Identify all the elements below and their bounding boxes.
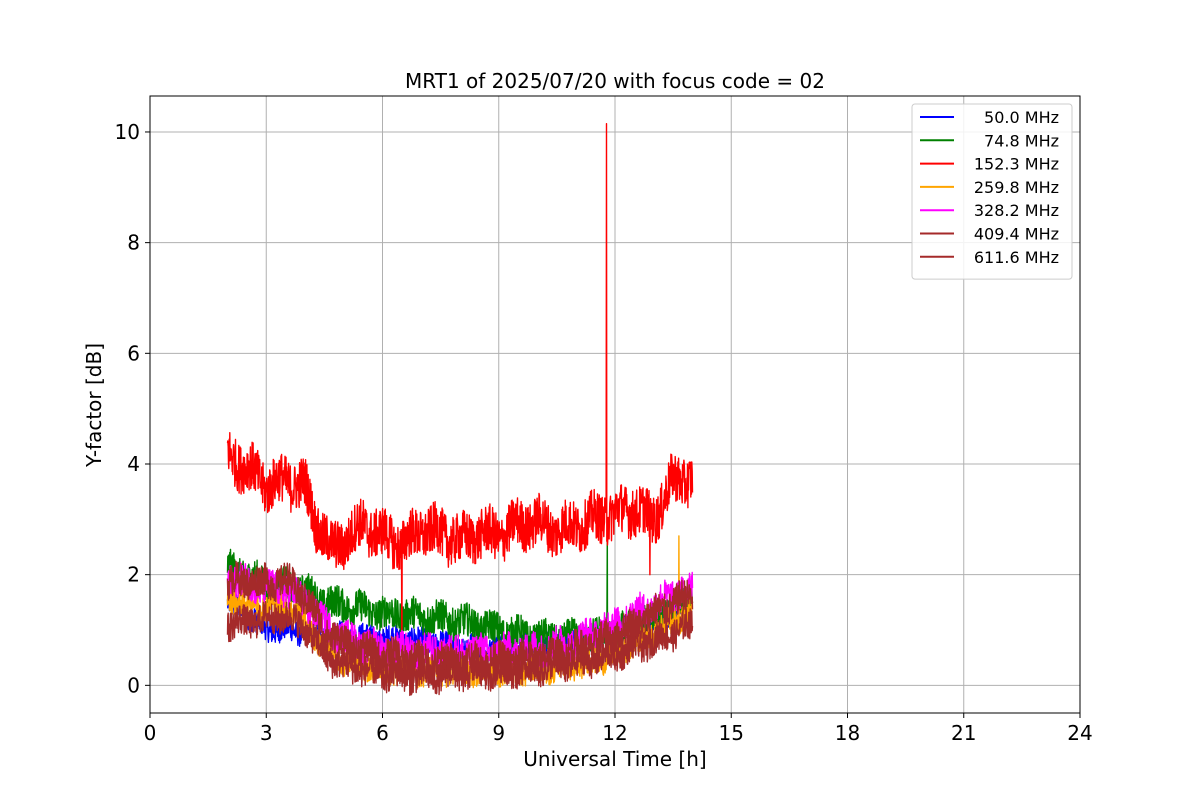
y-tick-label: 2 (127, 563, 140, 587)
x-tick-label: 3 (260, 721, 273, 745)
x-tick-label: 9 (492, 721, 505, 745)
x-tick-label: 6 (376, 721, 389, 745)
chart-title: MRT1 of 2025/07/20 with focus code = 02 (405, 69, 825, 93)
y-tick-label: 4 (127, 452, 140, 476)
series-line (226, 123, 694, 653)
legend-label: 259.8 MHz (974, 178, 1059, 197)
x-axis-ticks: 0 3 6 9 12 15 18 21 24 (144, 713, 1093, 745)
x-axis-label: Universal Time [h] (523, 747, 706, 771)
legend: 50.0 MHz 74.8 MHz 152.3 MHz 259.8 MHz 328.2 … (911, 103, 1073, 280)
legend-label: 152.3 MHz (974, 155, 1059, 174)
y-tick-label: 6 (127, 341, 140, 365)
y-tick-label: 10 (115, 120, 140, 144)
y-tick-label: 0 (127, 673, 140, 697)
x-tick-label: 12 (602, 721, 627, 745)
x-tick-label: 18 (835, 721, 860, 745)
x-tick-label: 21 (951, 721, 976, 745)
series-line (226, 560, 694, 682)
y-axis-ticks: 0 2 4 6 8 10 (115, 120, 150, 697)
y-tick-label: 8 (127, 231, 140, 255)
series-layer (226, 123, 694, 697)
legend-label: 328.2 MHz (974, 201, 1059, 220)
legend-label: 50.0 MHz (984, 108, 1059, 127)
x-tick-label: 0 (144, 721, 157, 745)
legend-box (911, 103, 1073, 280)
legend-label: 409.4 MHz (974, 225, 1059, 244)
legend-label: 611.6 MHz (974, 248, 1059, 267)
y-axis-label: Y-factor [dB] (82, 343, 106, 468)
x-tick-label: 24 (1067, 721, 1092, 745)
x-tick-label: 15 (719, 721, 744, 745)
legend-label: 74.8 MHz (984, 131, 1059, 150)
